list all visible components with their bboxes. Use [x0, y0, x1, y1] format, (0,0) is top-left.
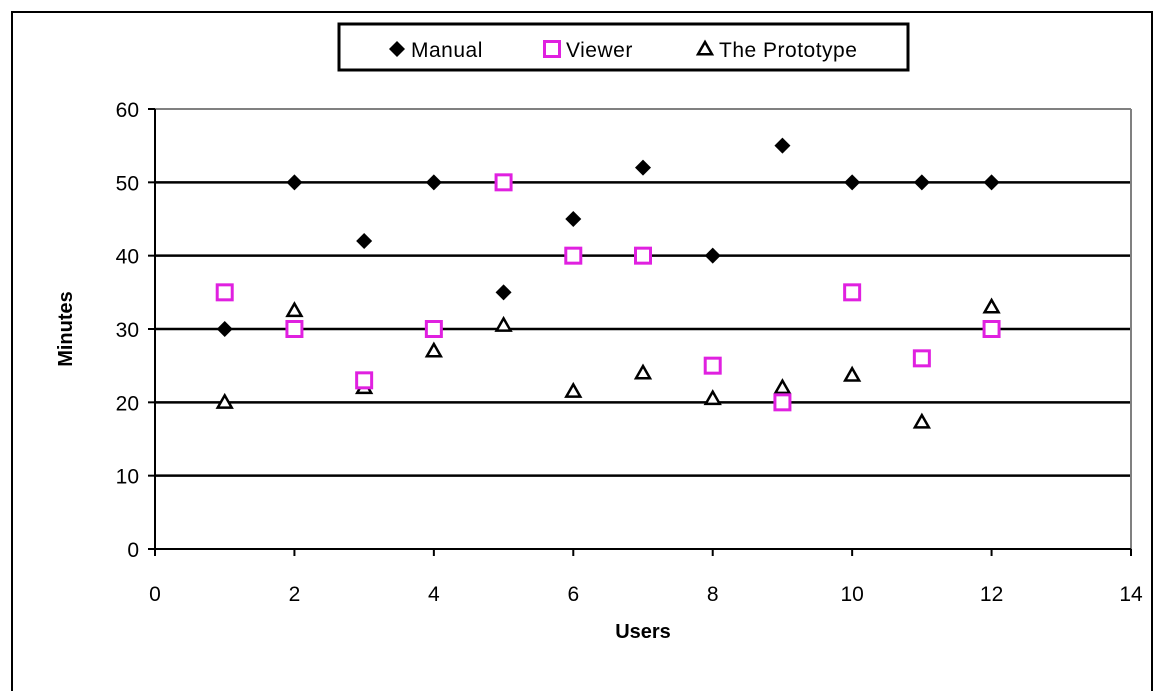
y-tick-label: 20 — [116, 392, 139, 415]
data-point-manual — [425, 174, 442, 191]
axes — [148, 108, 1132, 556]
data-point-viewer — [982, 320, 1001, 338]
legend-marker-manual — [389, 41, 405, 57]
y-tick-label: 50 — [116, 172, 139, 195]
y-tick-label: 60 — [116, 99, 139, 122]
data-points — [215, 137, 1001, 429]
data-point-the-prototype — [773, 378, 792, 395]
legend-box — [337, 22, 910, 72]
data-point-manual — [983, 174, 1000, 191]
data-point-viewer — [634, 246, 652, 265]
data-point-viewer — [773, 393, 792, 412]
x-tick-label: 4 — [428, 583, 440, 606]
data-point-the-prototype — [424, 341, 444, 358]
data-point-manual — [844, 174, 861, 191]
tick-labels: 0 10 20 30 40 50 60 0 2 4 6 8 10 12 14 — [116, 99, 1143, 606]
data-point-viewer — [703, 356, 722, 375]
data-point-manual — [565, 211, 582, 227]
data-point-the-prototype — [215, 392, 234, 409]
data-point-manual — [774, 137, 791, 154]
x-tick-label: 10 — [840, 583, 863, 606]
x-axis-title: Users — [615, 621, 671, 643]
data-point-the-prototype — [285, 301, 304, 318]
legend-marker-viewer — [543, 40, 561, 58]
data-point-manual — [704, 247, 721, 264]
y-tick-label: 0 — [127, 539, 139, 562]
legend-label-the-prototype: The Prototype — [719, 39, 857, 62]
data-point-manual — [913, 174, 930, 191]
y-tick-label: 10 — [116, 466, 139, 489]
y-axis-title: Minutes — [55, 291, 77, 367]
data-point-viewer — [564, 246, 583, 265]
data-point-viewer — [494, 173, 513, 192]
legend-marker-the-prototype — [695, 39, 715, 56]
x-tick-label: 6 — [567, 583, 579, 606]
data-point-the-prototype — [703, 389, 722, 406]
data-point-manual — [635, 159, 651, 176]
data-point-viewer — [215, 283, 234, 302]
data-point-manual — [216, 321, 233, 337]
data-point-the-prototype — [564, 381, 583, 398]
x-tick-label: 14 — [1119, 583, 1143, 606]
data-point-manual — [495, 284, 512, 301]
scatter-chart: Manual Viewer The Prototype 01020304050600… — [55, 22, 1143, 643]
data-point-viewer — [355, 371, 374, 390]
data-point-the-prototype — [494, 315, 513, 332]
data-point-viewer — [843, 283, 862, 302]
legend: Manual Viewer The Prototype — [337, 22, 910, 72]
y-tick-label: 30 — [116, 319, 139, 342]
x-tick-label: 0 — [149, 583, 161, 606]
data-point-the-prototype — [912, 412, 932, 429]
data-point-viewer — [285, 320, 304, 338]
data-point-viewer — [912, 349, 931, 368]
x-tick-label: 8 — [707, 583, 719, 606]
y-tick-label: 40 — [116, 246, 139, 269]
x-tick-label: 12 — [980, 583, 1003, 606]
legend-label-manual: Manual — [411, 39, 483, 62]
legend-label-viewer: Viewer — [566, 39, 633, 62]
data-point-manual — [286, 174, 303, 191]
data-point-viewer — [424, 320, 443, 338]
data-point-the-prototype — [633, 363, 653, 380]
data-point-the-prototype — [982, 297, 1001, 314]
data-point-manual — [356, 233, 373, 249]
data-point-the-prototype — [842, 365, 862, 382]
chart-frame — [11, 11, 1153, 691]
x-tick-label: 2 — [289, 583, 301, 606]
